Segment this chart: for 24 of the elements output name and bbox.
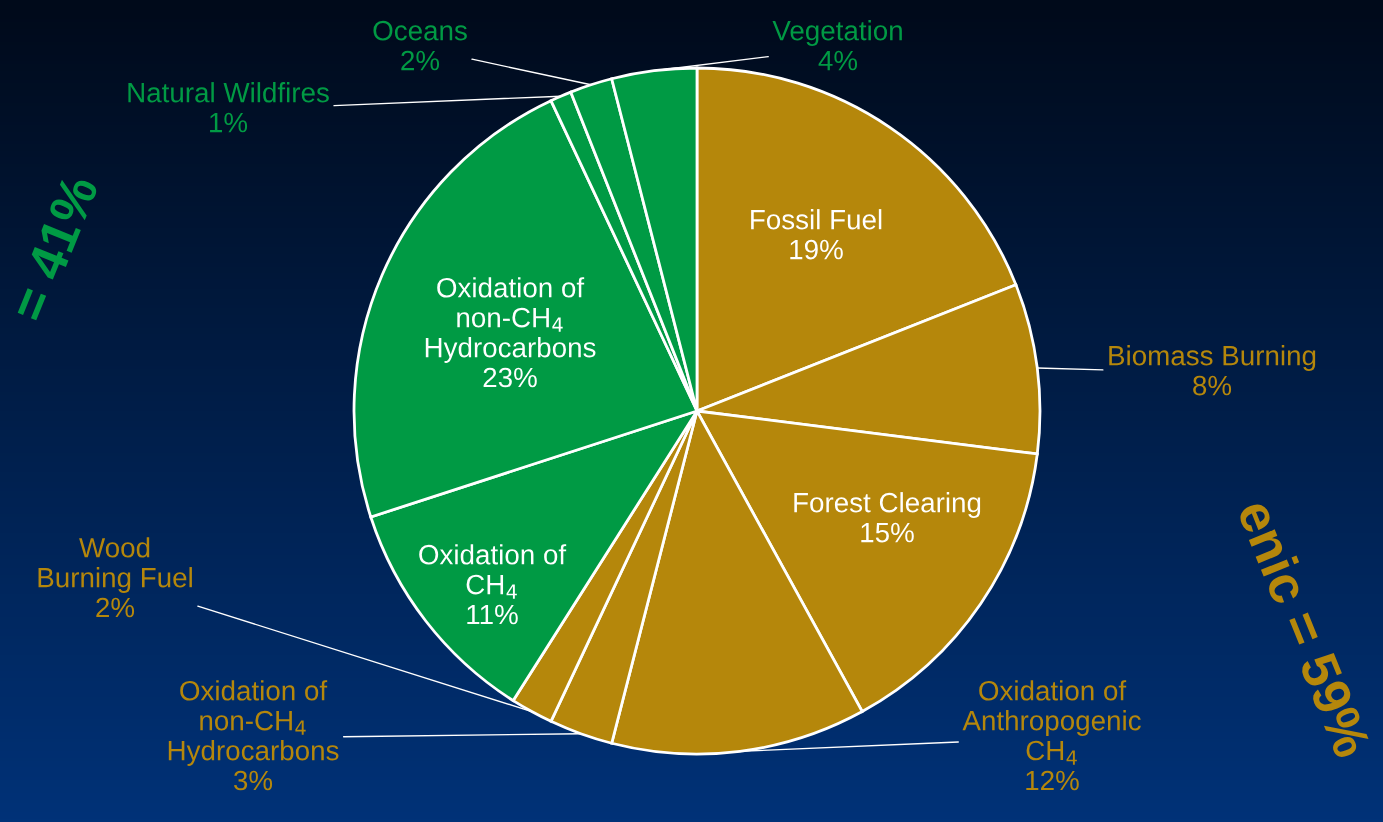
data-label: 2% [401,50,440,71]
slice-label: Forest Clearing [794,492,981,518]
data-label: 1% [210,112,248,133]
data-label: 2% [96,597,135,618]
data-label: 8% [1193,375,1232,396]
data-label: 11% [467,604,518,625]
slice-label: Wood Burning Fuel [38,537,192,593]
data-label: 12% [1026,770,1079,791]
data-label: 19% [790,239,843,260]
slice-label: Oxidation of Anthropogenic CH$_{4}$ [962,680,1141,765]
data-label: 3% [233,770,273,791]
slice-label: Fossil Fuel [751,209,882,230]
data-label: 23% [483,367,537,388]
text: = 41% [9,172,99,324]
data-label: 4% [818,50,858,71]
slice-label: Biomass Burning [1109,345,1316,371]
text: enic = 59% [1236,496,1374,760]
slice-label: Oxidation of CH$_{4}$ [419,544,567,599]
data-label: 15% [861,522,914,543]
slice-label: Oceans [373,20,467,41]
slice-label: Oxidation of non-CH$_{4}$ Hydrocarbons [168,680,339,766]
slice-label: Vegetation [772,20,902,46]
slice-label: Natural Wildfires [128,82,329,103]
slice-label: Oxidation of non-CH$_{4}$ Hydrocarbons [425,277,596,363]
